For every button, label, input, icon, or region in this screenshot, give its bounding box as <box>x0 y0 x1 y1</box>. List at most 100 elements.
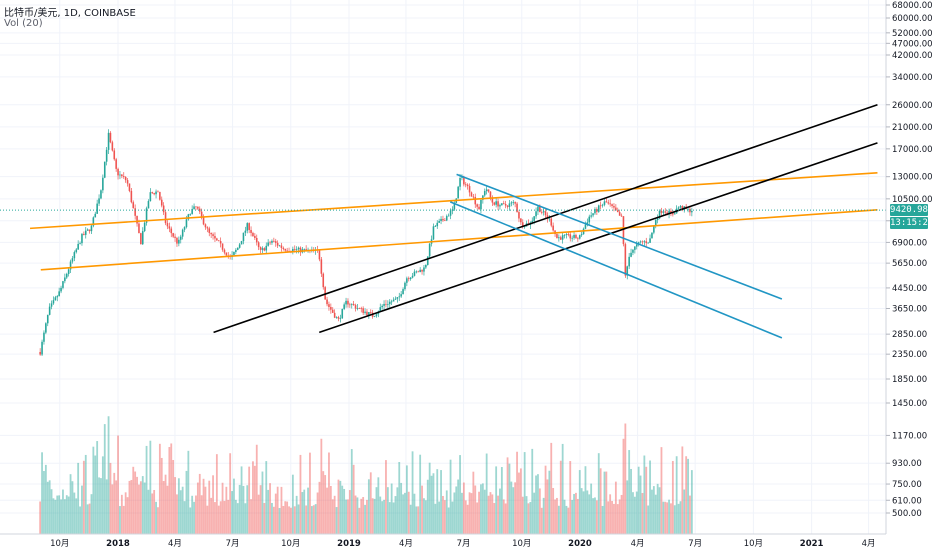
candle-body <box>88 229 91 232</box>
candle-body <box>432 226 435 240</box>
volume-bar <box>377 477 380 534</box>
candle-body <box>421 269 423 272</box>
volume-tick-label: 750.00 <box>892 480 922 490</box>
candle-body <box>147 201 150 209</box>
candle-body <box>153 193 155 195</box>
volume-bar <box>594 497 596 534</box>
volume-bar <box>586 490 589 534</box>
volume-tick-label: 610.00 <box>892 496 922 506</box>
candle-body <box>664 211 667 213</box>
volume-bar <box>559 460 562 534</box>
candle-body <box>276 242 279 246</box>
volume-bar <box>88 503 91 534</box>
volume-bar <box>288 506 290 534</box>
candle-body <box>470 192 473 197</box>
candle-body <box>345 300 347 305</box>
volume-bar <box>147 489 150 534</box>
candle-body <box>318 250 321 260</box>
volume-bar <box>39 501 42 534</box>
volume-bar <box>546 479 549 534</box>
trendlines[interactable] <box>29 104 878 339</box>
volume-bar <box>126 497 129 534</box>
time-axis[interactable]: 10月 2018 4月 7月 10月 2019 4月 7月 10月 2020 4月 7月 10月 2021… <box>50 539 875 549</box>
candle-body <box>94 213 97 218</box>
volume-bar <box>544 465 547 534</box>
candle-body <box>157 191 159 193</box>
candle-body <box>558 237 560 239</box>
last-price-tag: 9420.98 <box>890 204 928 217</box>
volume-bar <box>136 476 138 534</box>
volume-bar <box>166 485 169 534</box>
candle-body <box>521 222 524 227</box>
volume-bar <box>611 500 613 534</box>
volume-bar <box>343 488 346 534</box>
candle-body <box>426 256 429 265</box>
candle-body <box>293 248 296 250</box>
volume-bar <box>607 501 610 534</box>
volume-bar <box>335 507 338 534</box>
candle-body <box>423 267 425 272</box>
candle-body <box>122 176 125 177</box>
time-tick-label: 2021 <box>800 539 824 549</box>
candle-body <box>64 277 66 282</box>
candle-body <box>242 232 245 242</box>
volume-bar <box>132 466 135 534</box>
volume-bar <box>654 494 657 534</box>
volume-bar <box>248 466 251 534</box>
volume-bar <box>252 461 254 534</box>
volume-bar <box>626 480 629 534</box>
candle-body <box>206 227 209 229</box>
candle-body <box>366 311 368 316</box>
candle-body <box>166 223 169 227</box>
candle-body <box>235 249 237 253</box>
candle-body <box>263 248 266 251</box>
candle-body <box>552 225 554 231</box>
volume-bar <box>641 492 644 534</box>
volume-bar <box>181 486 184 534</box>
candle-body <box>151 192 154 194</box>
volume-bar <box>500 467 503 534</box>
volume-bar <box>195 495 197 534</box>
candle-body <box>254 235 256 238</box>
candle-body <box>330 307 332 310</box>
candle-body <box>508 203 511 207</box>
volume-bar <box>280 486 283 534</box>
volume-bar <box>164 474 167 534</box>
candle-body <box>396 297 399 299</box>
candle-body <box>404 282 406 290</box>
countdown-tag: 13:15:26 <box>890 217 932 230</box>
volume-bar <box>662 501 665 534</box>
candle-body <box>155 191 157 195</box>
symbol-title[interactable]: 比特币/美元, 1D, COINBASE <box>4 8 136 19</box>
candle-body <box>124 176 127 181</box>
volume-bar <box>440 470 442 534</box>
volume-bar <box>56 495 59 534</box>
candle-body <box>81 233 83 244</box>
volume-bar <box>690 470 693 534</box>
volume-bar <box>307 487 309 534</box>
candle-body <box>233 252 235 256</box>
volume-bar <box>48 480 51 534</box>
volume-bar <box>447 507 450 534</box>
candle-body <box>561 235 564 240</box>
volume-bar <box>428 462 431 534</box>
time-tick-label: 4月 <box>631 539 645 549</box>
candle-body <box>464 184 467 186</box>
volume-bar <box>69 474 72 534</box>
volume-bar <box>316 492 319 534</box>
candle-body <box>328 304 330 308</box>
time-tick-label: 4月 <box>168 539 182 549</box>
candle-body <box>417 271 420 273</box>
volume-bar <box>65 495 68 534</box>
time-tick-label: 4月 <box>862 539 876 549</box>
candle-body <box>550 218 553 226</box>
volume-indicator-label[interactable]: Vol (20) <box>4 18 43 29</box>
candle-body <box>354 305 357 309</box>
volume-bar <box>445 490 448 534</box>
volume-bar <box>635 491 638 534</box>
candle-body <box>601 204 604 206</box>
volume-bar <box>290 507 292 534</box>
price-tick-label: 42000.00 <box>892 51 932 61</box>
